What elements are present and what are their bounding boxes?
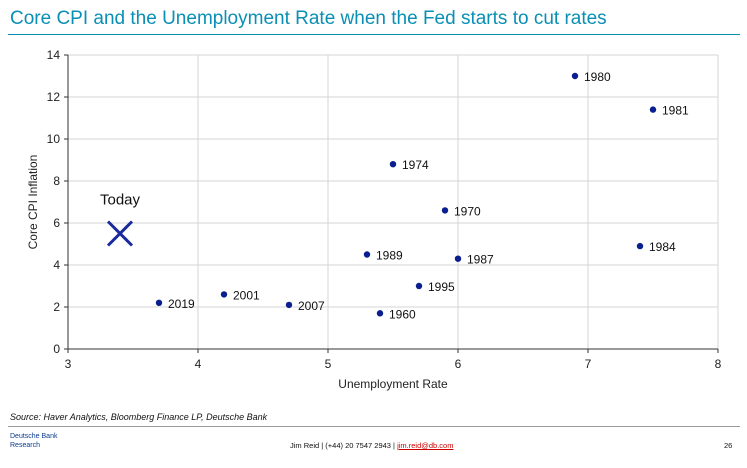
- contact-text: Jim Reid | (+44) 20 7547 2943 |: [290, 441, 398, 450]
- y-tick-label: 0: [53, 342, 60, 356]
- today-marker-stroke: [106, 220, 134, 247]
- data-point: [571, 72, 579, 80]
- data-point: [441, 207, 449, 214]
- data-point-label: 2001: [233, 288, 260, 302]
- chart-title: Core CPI and the Unemployment Rate when …: [10, 8, 607, 29]
- data-point-label: 1984: [649, 240, 676, 254]
- brand-label: Deutsche Bank Research: [10, 432, 57, 450]
- data-point-label: 1987: [467, 253, 494, 267]
- data-point: [363, 251, 371, 258]
- data-point: [389, 161, 397, 168]
- y-tick-label: 4: [53, 258, 60, 272]
- data-point-label: 1995: [428, 280, 455, 294]
- x-axis-title: Unemployment Rate: [338, 377, 448, 391]
- x-tick-label: 7: [585, 357, 592, 371]
- brand-name: Deutsche Bank: [10, 433, 58, 440]
- data-point-label: 1970: [454, 204, 481, 218]
- y-tick-label: 12: [47, 90, 61, 104]
- data-point-label: 1989: [376, 249, 403, 263]
- today-label: Today: [100, 192, 141, 209]
- data-point: [454, 255, 462, 262]
- y-tick-label: 8: [53, 174, 60, 188]
- data-point: [415, 282, 423, 290]
- contact-line: Jim Reid | (+44) 20 7547 2943 | jim.reid…: [290, 441, 453, 450]
- data-point: [376, 310, 384, 317]
- data-point: [649, 106, 657, 113]
- page-number: 26: [724, 441, 733, 450]
- x-tick-label: 8: [715, 357, 722, 371]
- data-point: [220, 291, 228, 298]
- data-point-label: 1960: [389, 307, 416, 321]
- brand-division: Research: [10, 442, 40, 449]
- data-point-label: 1981: [662, 104, 689, 118]
- y-tick-label: 6: [53, 216, 60, 230]
- y-axis-title: Core CPI Inflation: [26, 155, 40, 250]
- x-tick-label: 4: [195, 357, 202, 371]
- x-tick-label: 6: [455, 357, 462, 371]
- scatter-chart: 3 4 5 6 7 8 0 2 4 6 8 10 12 14 Unemployment Rate Core C…: [26, 48, 722, 391]
- data-point: [285, 301, 293, 309]
- data-point-label: 1974: [402, 158, 429, 172]
- source-note: Source: Haver Analytics, Bloomberg Finan…: [10, 412, 268, 422]
- data-point: [155, 299, 163, 306]
- footer-divider: [8, 426, 740, 427]
- data-point-label: 2007: [298, 299, 325, 313]
- title-divider: [8, 34, 740, 35]
- x-tick-label: 3: [65, 357, 72, 371]
- y-tick-label: 10: [47, 132, 61, 146]
- y-tick-label: 2: [53, 300, 60, 314]
- data-point-label: 2019: [168, 297, 195, 311]
- x-tick-label: 5: [325, 357, 332, 371]
- contact-email-link[interactable]: jim.reid@db.com: [397, 441, 454, 450]
- y-tick-label: 14: [47, 48, 61, 62]
- data-point: [636, 242, 644, 250]
- data-point-label: 1980: [584, 70, 611, 84]
